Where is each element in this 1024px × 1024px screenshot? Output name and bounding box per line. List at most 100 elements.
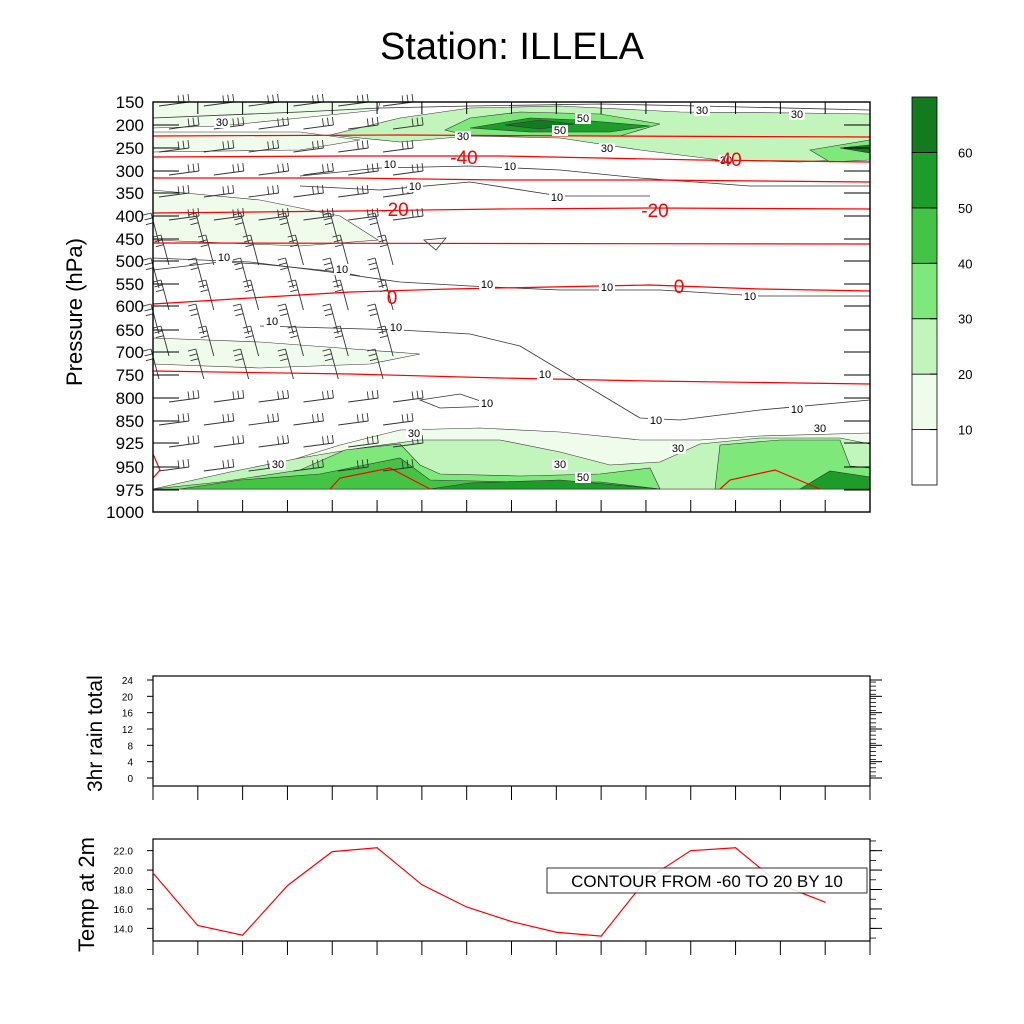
wind-barb — [285, 303, 294, 335]
temp-y-tick-label: 20.0 — [114, 866, 134, 877]
temp-data-point — [824, 901, 826, 903]
wind-barb-flag — [323, 308, 332, 312]
wind-barb-flag — [356, 141, 359, 150]
wind-barb-flag — [324, 313, 333, 317]
wind-barb-flag — [368, 262, 377, 266]
wind-barb — [303, 215, 334, 221]
wind-barb-flag — [287, 163, 290, 172]
temperature-contour-label: -40 — [450, 148, 477, 169]
wind-barb-flag — [232, 348, 241, 352]
wind-barb-flag — [334, 335, 343, 339]
wind-barb-flag — [232, 391, 235, 400]
contour-label: 30 — [272, 459, 284, 471]
contour-label: 30 — [554, 459, 566, 471]
colorbar-label: 20 — [958, 367, 972, 382]
wind-barb-flag — [326, 163, 329, 172]
wind-barb-flag — [401, 186, 404, 195]
wind-barb-flag — [237, 390, 240, 399]
wind-barb-flag — [267, 414, 270, 423]
wind-barb-flag — [182, 140, 185, 149]
temp2m-panel: 14.0 16.0 18.0 20.0 22.0 CONTOUR FROM -60 TO … — [114, 838, 882, 955]
wind-barb-flag — [411, 209, 414, 218]
wind-barb-flag — [242, 390, 245, 399]
contour-label-bg — [479, 398, 495, 409]
wind-barb-flag — [272, 185, 275, 194]
wind-barb-flag — [234, 262, 243, 266]
wind-barb — [168, 215, 200, 221]
contour-label-bg — [214, 117, 230, 128]
wind-barb-flag — [242, 208, 245, 217]
wind-barb — [329, 303, 339, 335]
wind-barb-flag — [187, 209, 190, 218]
wind-barb-flag — [287, 117, 290, 126]
wind-barb — [393, 170, 424, 176]
wind-barb-flag — [232, 257, 241, 261]
wind-barb-flag — [379, 335, 388, 339]
wind-barb-flag — [421, 208, 424, 217]
wind-barb-flag — [333, 330, 342, 334]
wind-barb-flag — [145, 222, 154, 226]
wind-barb — [303, 170, 334, 176]
colorbar-swatch — [911, 207, 938, 264]
contour-label: 10 — [218, 252, 230, 264]
shaded-region — [429, 479, 661, 490]
wind-barb-flag — [356, 414, 359, 423]
contour-label-bg — [575, 472, 591, 483]
contour-label-bg — [742, 291, 758, 302]
contour-line — [259, 325, 871, 421]
temperature-contour — [719, 469, 821, 490]
rain-y-tick-label: 0 — [127, 774, 133, 785]
temperature-contour — [153, 177, 871, 183]
temp-data-point — [690, 850, 692, 852]
wind-barb-flag — [371, 390, 374, 399]
wind-barb-flag — [187, 257, 196, 261]
wind-barb-flag — [322, 257, 331, 261]
wind-barb-flag — [376, 117, 379, 126]
wind-barb-flag — [187, 118, 190, 127]
wind-barbs — [143, 94, 424, 472]
wind-barb-flag — [272, 413, 275, 422]
wind-barb-flag — [378, 330, 387, 334]
wind-barb-flag — [244, 284, 253, 288]
wind-barb — [285, 348, 294, 380]
contour-label-bg — [575, 113, 591, 124]
wind-barb-flag — [322, 164, 324, 173]
temp-y-tick-label: 14.0 — [114, 924, 134, 935]
wind-barb-flag — [237, 435, 240, 444]
y-tick-label: 200 — [116, 116, 144, 135]
contour-label: 30 — [216, 117, 228, 129]
wind-barb-flag — [153, 279, 162, 283]
wind-barb-flag — [332, 325, 341, 329]
wind-barb-flag — [367, 212, 376, 216]
contour-label: 50 — [554, 125, 566, 137]
wind-barb — [285, 212, 294, 244]
wind-barb-flag — [232, 413, 235, 422]
wind-barb-flag — [371, 117, 374, 126]
wind-barb-flag — [199, 239, 208, 243]
contour-label-bg — [502, 161, 518, 172]
temperature-contour-label: 0 — [387, 288, 398, 309]
wind-barb-flag — [323, 262, 332, 266]
wind-barb-flag — [366, 94, 369, 103]
wind-barb-flag — [189, 217, 198, 221]
wind-barb — [213, 170, 244, 176]
wind-barb-flag — [237, 163, 240, 172]
wind-barb-flag — [235, 313, 244, 317]
wind-barb-flag — [280, 313, 289, 317]
wind-barb-flag — [361, 459, 364, 468]
temperature-contour — [152, 284, 871, 305]
wind-barb-flag — [222, 460, 225, 469]
wind-barb — [338, 192, 369, 198]
wind-barb-flag — [323, 217, 332, 221]
wind-barb-flag — [377, 325, 386, 329]
y-tick-label: 400 — [116, 207, 144, 226]
wind-barb-flag — [190, 222, 199, 226]
wind-barb-flag — [421, 163, 424, 172]
wind-barb-flag — [227, 459, 230, 468]
rain-panel: 0 4 8 12 16 20 24 — [122, 675, 882, 800]
wind-barb — [383, 192, 414, 198]
y-tick-label: 550 — [116, 275, 144, 294]
contour-label-bg — [718, 155, 734, 166]
rain-y-tick-label: 24 — [122, 676, 134, 687]
wind-barb — [293, 192, 324, 198]
